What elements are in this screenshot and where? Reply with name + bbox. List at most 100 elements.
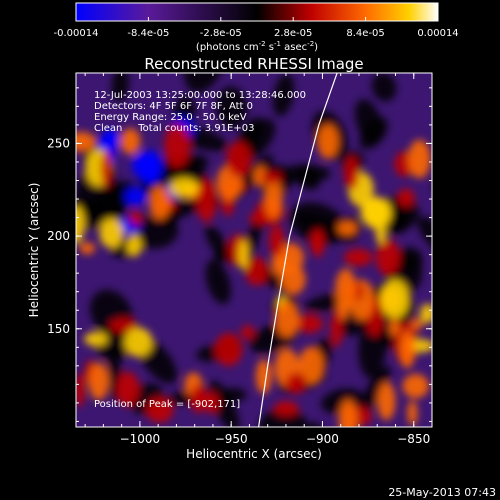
x-axis-label: Heliocentric X (arcsec)	[186, 447, 322, 461]
heatmap-emission-blob	[317, 124, 339, 159]
heatmap-dark-blob	[275, 164, 331, 184]
colorbar-tick-label: -2.8e-05	[200, 28, 242, 39]
heatmap-emission-blob	[310, 230, 324, 255]
heatmap-emission-blob	[190, 384, 208, 413]
heatmap-dark-blob	[8, 312, 74, 368]
y-axis: 150 200 250	[47, 87, 432, 422]
heatmap-emission-blob	[360, 198, 391, 226]
heatmap-dark-blob	[389, 202, 409, 235]
heatmap-emission-blob	[411, 317, 423, 331]
x-tick-label: −1000	[120, 432, 161, 446]
heatmap-dark-blob	[218, 388, 247, 403]
heatmap-emission-blob	[99, 218, 124, 249]
heatmap-emission-blob	[115, 371, 140, 407]
heatmap-emission-blob	[375, 223, 387, 245]
heatmap-dark-blob	[272, 73, 295, 117]
heatmap-dark-blob	[371, 73, 397, 102]
heatmap-emission-blob	[298, 346, 324, 385]
heatmap-dark-blob	[111, 73, 129, 102]
heatmap-emission-blob	[264, 178, 283, 219]
heatmap-emission-blob	[120, 128, 141, 155]
heatmap-emission-blob	[338, 399, 358, 427]
heatmap-emission-blob	[149, 185, 171, 220]
annotation-clean-counts: Clean Total counts: 3.91E+03	[94, 123, 254, 134]
heatmap-negative-blob	[124, 187, 146, 206]
annotations: 12-Jul-2003 13:25:00.000 to 13:28:46.000…	[94, 90, 306, 410]
heatmap-emission-blob	[344, 248, 373, 267]
chart-title: Reconstructed RHESSI Image	[144, 55, 363, 73]
heatmap-emission-blob	[79, 242, 96, 255]
annotation-energy-range: Energy Range: 25.0 - 50.0 keV	[94, 112, 247, 123]
colorbar: -0.00014 -8.4e-05 -2.8e-05 2.8e-05 8.4e-05 0.…	[54, 2, 459, 53]
heatmap-emission-blob	[420, 303, 432, 324]
colorbar-tick-label: -8.4e-05	[127, 28, 169, 39]
heatmap-image	[8, 73, 486, 427]
heatmap-dark-blob	[354, 99, 383, 145]
annotation-time-range: 12-Jul-2003 13:25:00.000 to 13:28:46.000	[94, 90, 306, 101]
heatmap-emission-blob	[402, 373, 429, 399]
heatmap-emission-blob	[169, 177, 199, 198]
heatmap-dark-blob	[289, 202, 347, 245]
heatmap-emission-blob	[164, 123, 191, 168]
heatmap-dark-blob	[258, 408, 307, 427]
heatmap-dark-blob	[360, 365, 391, 412]
heatmap-dark-blob	[183, 73, 228, 93]
annotation-peak-position: Position of Peak = [-902,171]	[94, 399, 240, 410]
heatmap-dark-blob	[216, 86, 248, 129]
heatmap-emission-blob	[204, 392, 220, 414]
solar-limb-curve	[258, 73, 338, 427]
heatmap-dark-blob	[417, 216, 432, 266]
colorbar-tick-label: 8.4e-05	[346, 28, 384, 39]
x-tick-label: −850	[397, 432, 430, 446]
heatmap-emission-blob	[389, 317, 400, 337]
heatmap-emission-blob	[337, 220, 358, 236]
x-axis: −1000 −950 −900 −850	[84, 73, 433, 446]
heatmap-emission-blob	[76, 373, 86, 407]
heatmap-emission-blob	[124, 327, 153, 357]
colorbar-tick-label: 0.00014	[417, 28, 458, 39]
heatmap-emission-blob	[253, 165, 267, 187]
heatmap-emission-blob	[240, 325, 255, 340]
y-tick-label: 250	[47, 136, 70, 150]
heatmap-emission-blob	[109, 318, 138, 334]
heatmap-emission-blob	[269, 224, 285, 257]
y-tick-label: 150	[47, 322, 70, 336]
heatmap-emission-blob	[76, 205, 85, 244]
heatmap-emission-blob	[330, 311, 343, 347]
x-tick-label: −950	[215, 432, 248, 446]
heatmap-emission-blob	[88, 362, 109, 401]
heatmap-dark-blob	[80, 180, 135, 229]
heatmap-emission-blob	[101, 150, 112, 188]
heatmap-emission-blob	[84, 332, 108, 347]
heatmap-emission-blob	[261, 171, 282, 184]
heatmap-emission-blob	[377, 382, 396, 421]
heatmap-emission-blob	[399, 330, 415, 369]
heatmap-dark-blob	[209, 380, 240, 427]
colorbar-gradient	[75, 2, 439, 22]
heatmap-emission-blob	[245, 256, 269, 286]
heatmap-emission-blob	[214, 332, 243, 366]
heatmap-negative-blob	[131, 151, 162, 180]
heatmap-dark-blob	[205, 225, 230, 260]
annotation-detectors: Detectors: 4F 5F 6F 7F 8F, Att 0	[94, 101, 253, 112]
heatmap-emission-blob	[275, 300, 300, 338]
plot-area: −1000 −950 −900 −850 150 200 250	[8, 72, 486, 446]
colorbar-ticks: -0.00014 -8.4e-05 -2.8e-05 2.8e-05 8.4e-05 0.…	[54, 17, 459, 39]
heatmap-emission-blob	[295, 314, 323, 334]
heatmap-emission-blob	[408, 139, 431, 179]
heatmap-emission-blob	[238, 239, 249, 270]
colorbar-tick-label: -0.00014	[54, 28, 99, 39]
plot-frame	[75, 72, 433, 428]
heatmap-dark-blob	[395, 247, 423, 273]
heatmap-emission-blob	[397, 188, 415, 207]
x-tick-label: −900	[306, 432, 339, 446]
y-tick-label: 200	[47, 229, 70, 243]
heatmap-dark-blob	[428, 172, 486, 217]
heatmap-dark-blob	[205, 259, 231, 305]
colorbar-tick-label: 2.8e-05	[274, 28, 312, 39]
heatmap-emission-blob	[126, 234, 142, 257]
heatmap-emission-blob	[129, 210, 142, 226]
colorbar-units-label: (photons cm-2 s-1 asec-2)	[196, 40, 318, 53]
footer-timestamp: 25-May-2013 07:43	[388, 486, 496, 499]
